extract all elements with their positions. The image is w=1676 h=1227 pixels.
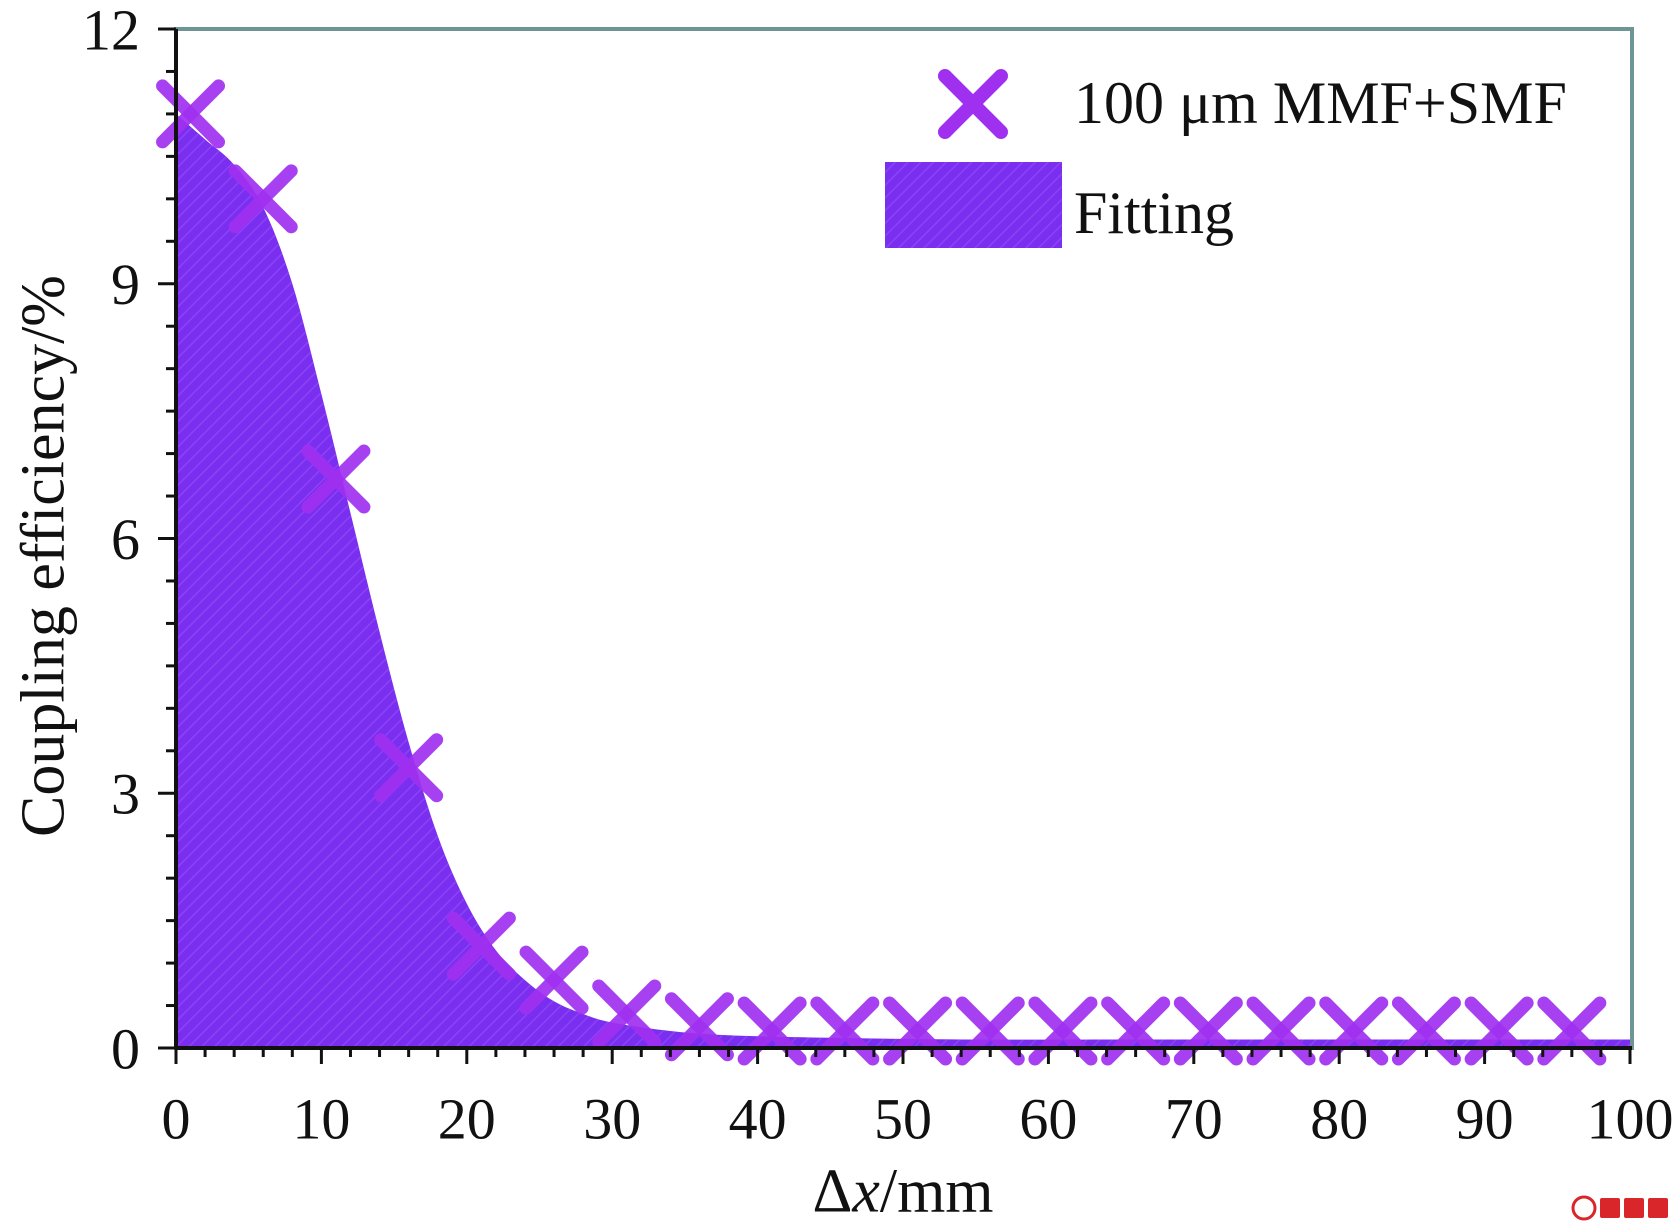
x-tick-label: 0	[162, 1086, 191, 1151]
x-tick-label: 10	[292, 1086, 350, 1151]
x-axis-label: Δx/mm	[812, 1158, 993, 1226]
y-tick-label: 3	[111, 762, 140, 827]
legend-label-measured: 100 μm MMF+SMF	[1074, 70, 1567, 136]
data-point-marker	[592, 979, 662, 1049]
x-tick-label: 30	[583, 1086, 641, 1151]
data-point-marker	[664, 992, 734, 1062]
data-point-marker	[737, 996, 807, 1066]
data-point-marker	[1173, 996, 1243, 1066]
data-point-marker	[1028, 996, 1098, 1066]
data-point-marker	[1464, 996, 1534, 1066]
x-tick-label: 80	[1310, 1086, 1368, 1151]
x-tick-label: 40	[729, 1086, 787, 1151]
data-point-marker	[1319, 996, 1389, 1066]
y-tick-label: 12	[82, 0, 140, 62]
legend-swatch-hatch	[885, 162, 1062, 248]
legend-marker-x-icon	[938, 69, 1008, 139]
fitting-area-layer	[176, 113, 1630, 1048]
y-tick-label: 6	[111, 507, 140, 572]
x-tick-label: 90	[1456, 1086, 1514, 1151]
axis-tick-labels: 0 3 6 9 12 0 10 20 30 40 50 60 70 80 90 100	[82, 0, 1674, 1151]
fitting-area-hatch	[176, 113, 1630, 1048]
y-tick-label: 0	[111, 1016, 140, 1081]
x-tick-label: 20	[438, 1086, 496, 1151]
y-tick-label: 9	[111, 252, 140, 317]
legend-label-fitting: Fitting	[1074, 180, 1234, 246]
data-point-marker	[374, 733, 444, 803]
data-point-marker	[228, 164, 298, 234]
data-point-marker	[519, 945, 589, 1015]
x-tick-label: 60	[1019, 1086, 1077, 1151]
data-point-marker	[301, 444, 371, 514]
axis-ticks	[158, 27, 1632, 1064]
data-point-marker	[446, 911, 516, 981]
data-point-marker	[883, 996, 953, 1066]
y-axis-label: Coupling efficiency/%	[10, 275, 78, 837]
data-point-marker	[156, 79, 226, 149]
legend: 100 μm MMF+SMF Fitting	[885, 69, 1567, 248]
watermark-logo	[1571, 1195, 1668, 1221]
x-tick-label: 70	[1165, 1086, 1223, 1151]
x-tick-label: 50	[874, 1086, 932, 1151]
x-tick-label: 100	[1587, 1086, 1674, 1151]
